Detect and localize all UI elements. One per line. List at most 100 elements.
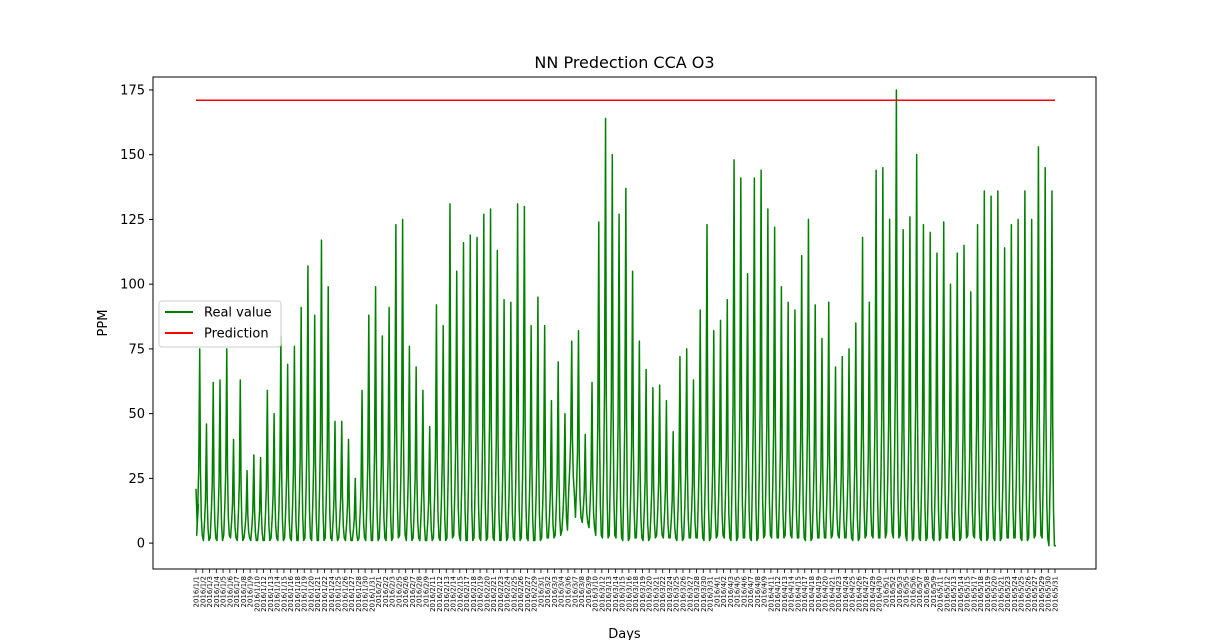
x-tick-label: 2016/1/9 bbox=[247, 576, 255, 607]
legend-label-real-value: Real value bbox=[204, 306, 272, 321]
x-tick-label: 2016/3/31 bbox=[707, 576, 715, 612]
x-tick-label: 2016/3/13 bbox=[605, 576, 613, 612]
x-tick-label: 2016/1/8 bbox=[240, 576, 248, 607]
y-tick-label: 150 bbox=[120, 148, 145, 163]
x-tick-label: 2016/3/28 bbox=[693, 576, 701, 612]
y-tick-label: 100 bbox=[120, 278, 145, 293]
x-axis: 2016/1/12016/1/22016/1/32016/1/42016/1/5… bbox=[193, 569, 1060, 612]
x-tick-label: 2016/3/12 bbox=[598, 576, 606, 612]
x-tick-label: 2016/2/26 bbox=[517, 575, 525, 611]
x-tick-label: 2016/5/30 bbox=[1045, 576, 1053, 612]
legend-label-prediction: Prediction bbox=[204, 327, 269, 342]
x-tick-label: 2016/4/17 bbox=[801, 576, 809, 612]
x-tick-label: 2016/3/6 bbox=[565, 575, 573, 607]
x-tick-label: 2016/5/20 bbox=[991, 576, 999, 612]
series-real-value-line bbox=[195, 89, 1056, 547]
x-tick-label: 2016/4/29 bbox=[869, 576, 877, 612]
x-tick-label: 2016/4/5 bbox=[734, 576, 742, 607]
x-tick-label: 2016/3/9 bbox=[585, 576, 593, 607]
x-tick-label: 2016/5/29 bbox=[1038, 576, 1046, 612]
x-tick-label: 2016/1/6 bbox=[226, 575, 234, 607]
x-tick-label: 2016/1/5 bbox=[220, 576, 228, 607]
x-tick-label: 2016/3/21 bbox=[652, 576, 660, 612]
x-tick-label: 2016/4/12 bbox=[774, 576, 782, 612]
x-tick-label: 2016/2/12 bbox=[436, 576, 444, 612]
x-tick-label: 2016/3/8 bbox=[578, 576, 586, 607]
chart-title: NN Predection CCA O3 bbox=[534, 53, 714, 72]
x-tick-label: 2016/4/15 bbox=[794, 576, 802, 612]
x-tick-label: 2016/4/26 bbox=[855, 575, 863, 611]
x-tick-label: 2016/2/29 bbox=[531, 576, 539, 612]
x-tick-label: 2016/4/11 bbox=[767, 576, 775, 612]
x-tick-label: 2016/4/8 bbox=[754, 576, 762, 607]
x-tick-label: 2016/3/14 bbox=[612, 575, 620, 611]
x-tick-label: 2016/2/3 bbox=[389, 576, 397, 607]
x-tick-label: 2016/1/31 bbox=[368, 576, 376, 612]
x-tick-label: 2016/1/13 bbox=[267, 576, 275, 612]
x-tick-label: 2016/5/7 bbox=[916, 576, 924, 607]
y-axis: 0 25 50 75 100 125 150 175 bbox=[120, 83, 153, 552]
x-tick-label: 2016/3/19 bbox=[639, 576, 647, 612]
x-tick-label: 2016/1/15 bbox=[280, 576, 288, 612]
y-tick-label: 125 bbox=[120, 213, 145, 228]
x-tick-label: 2016/2/11 bbox=[429, 576, 437, 612]
x-tick-label: 2016/2/6 bbox=[402, 575, 410, 607]
x-tick-label: 2016/1/28 bbox=[355, 576, 363, 612]
x-tick-label: 2016/1/14 bbox=[274, 575, 282, 611]
x-tick-label: 2016/1/30 bbox=[362, 576, 370, 612]
x-tick-label: 2016/5/3 bbox=[896, 576, 904, 607]
x-tick-label: 2016/3/3 bbox=[551, 576, 559, 607]
x-tick-label: 2016/2/25 bbox=[510, 576, 518, 612]
plot-area bbox=[152, 76, 1097, 570]
x-tick-label: 2016/5/24 bbox=[1011, 575, 1019, 611]
x-tick-label: 2016/1/12 bbox=[260, 576, 268, 612]
legend: Real value Prediction bbox=[158, 300, 282, 348]
x-tick-label: 2016/1/7 bbox=[233, 576, 241, 607]
x-tick-label: 2016/1/22 bbox=[321, 576, 329, 612]
x-tick-label: 2016/1/1 bbox=[193, 576, 201, 607]
x-tick-label: 2016/5/21 bbox=[997, 576, 1005, 612]
x-tick-label: 2016/4/3 bbox=[727, 576, 735, 607]
x-tick-label: 2016/3/25 bbox=[673, 576, 681, 612]
x-tick-label: 2016/5/9 bbox=[930, 576, 938, 607]
x-tick-label: 2016/4/18 bbox=[808, 576, 816, 612]
x-tick-label: 2016/5/8 bbox=[923, 576, 931, 607]
x-tick-label: 2016/3/7 bbox=[571, 576, 579, 607]
x-tick-label: 2016/4/1 bbox=[713, 576, 721, 607]
x-tick-label: 2016/5/19 bbox=[984, 576, 992, 612]
x-tick-label: 2016/3/24 bbox=[666, 575, 674, 611]
x-tick-label: 2016/4/20 bbox=[822, 576, 830, 612]
x-tick-label: 2016/3/10 bbox=[592, 576, 600, 612]
x-tick-label: 2016/5/1 bbox=[882, 576, 890, 607]
x-tick-label: 2016/5/2 bbox=[889, 576, 897, 607]
x-tick-label: 2016/5/31 bbox=[1052, 576, 1060, 612]
x-tick-label: 2016/5/12 bbox=[943, 576, 951, 612]
x-tick-label: 2016/4/13 bbox=[781, 576, 789, 612]
x-tick-label: 2016/5/17 bbox=[970, 576, 978, 612]
x-tick-label: 2016/5/14 bbox=[957, 575, 965, 611]
x-tick-label: 2016/1/25 bbox=[335, 576, 343, 612]
x-tick-label: 2016/1/2 bbox=[199, 576, 207, 607]
x-tick-label: 2016/5/13 bbox=[950, 576, 958, 612]
x-tick-label: 2016/1/27 bbox=[348, 576, 356, 612]
x-tick-label: 2016/2/8 bbox=[416, 576, 424, 607]
y-tick-label: 75 bbox=[128, 342, 145, 357]
x-tick-label: 2016/2/18 bbox=[470, 576, 478, 612]
x-tick-label: 2016/3/20 bbox=[646, 576, 654, 612]
x-tick-label: 2016/1/18 bbox=[294, 576, 302, 612]
x-tick-label: 2016/4/7 bbox=[747, 576, 755, 607]
y-axis-label: PPM bbox=[96, 310, 111, 337]
x-tick-label: 2016/3/15 bbox=[619, 576, 627, 612]
x-tick-label: 2016/2/23 bbox=[497, 576, 505, 612]
x-tick-label: 2016/1/20 bbox=[307, 576, 315, 612]
x-tick-label: 2016/2/14 bbox=[450, 575, 458, 611]
x-tick-label: 2016/2/9 bbox=[422, 576, 430, 607]
x-tick-label: 2016/2/19 bbox=[477, 576, 485, 612]
x-tick-label: 2016/4/9 bbox=[761, 576, 769, 607]
x-tick-label: 2016/3/27 bbox=[686, 576, 694, 612]
x-tick-label: 2016/4/2 bbox=[720, 576, 728, 607]
y-tick-label: 0 bbox=[137, 537, 145, 552]
x-tick-label: 2016/2/21 bbox=[490, 576, 498, 612]
y-tick-label: 175 bbox=[120, 83, 145, 98]
x-tick-label: 2016/4/21 bbox=[828, 576, 836, 612]
